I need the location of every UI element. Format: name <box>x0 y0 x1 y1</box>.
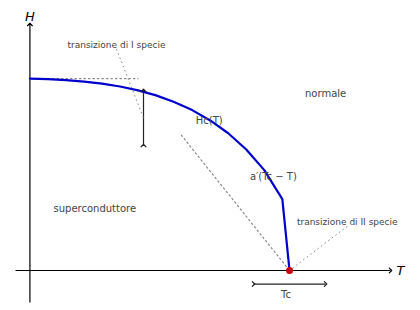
svg-text:normale: normale <box>305 88 346 99</box>
svg-text:transizione di I specie: transizione di I specie <box>67 40 165 50</box>
svg-text:Hc(T): Hc(T) <box>196 115 223 126</box>
svg-text:a′(Tc − T): a′(Tc − T) <box>250 171 297 182</box>
svg-text:H: H <box>25 9 35 24</box>
svg-text:superconduttore: superconduttore <box>54 203 137 214</box>
svg-text:Tc: Tc <box>280 289 291 300</box>
svg-text:transizione di II specie: transizione di II specie <box>297 217 398 227</box>
svg-text:T: T <box>397 263 406 278</box>
